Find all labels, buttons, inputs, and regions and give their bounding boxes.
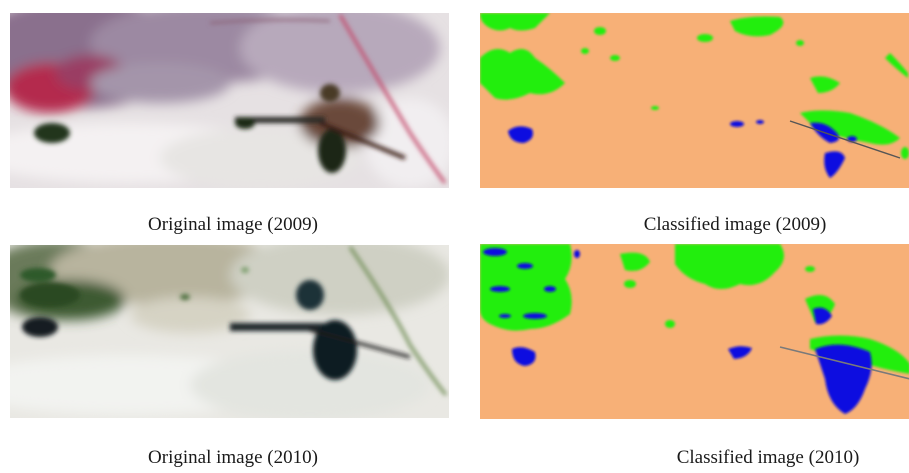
caption-original-2010: Original image (2010) [148,447,318,468]
original-image-2009 [10,13,449,188]
caption-classified-2009: Classified image (2009) [643,214,827,235]
caption-original-2009: Original image (2009) [148,214,318,235]
classified-image-2010 [480,244,909,419]
original-image-2010 [10,245,449,418]
caption-classified-2010: Classified image (2010) [676,447,860,468]
classified-image-2009 [480,13,909,188]
